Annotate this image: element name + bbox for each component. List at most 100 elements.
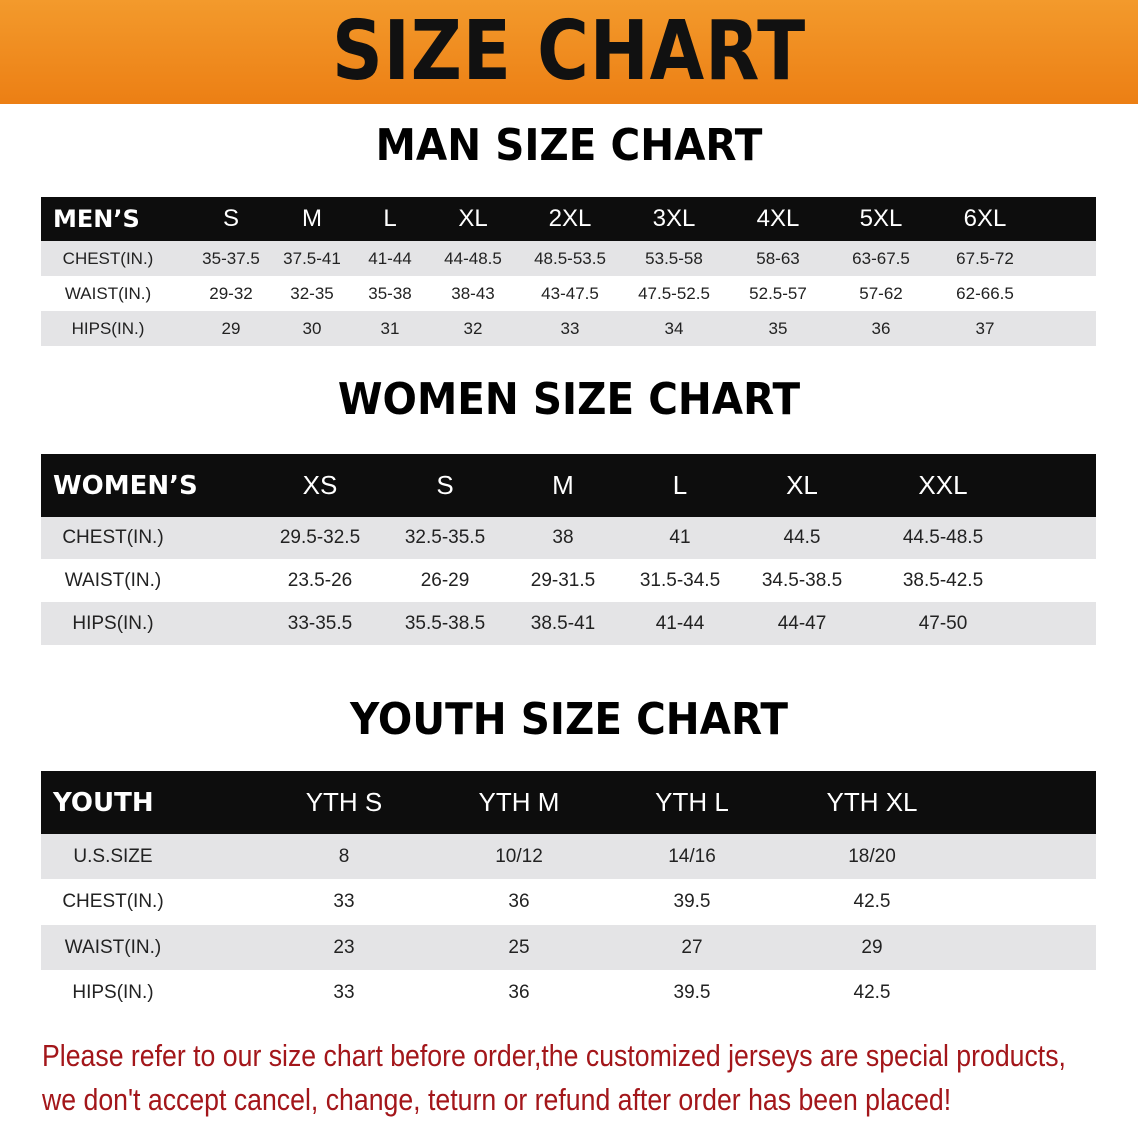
measurement-value: 53.5-58: [645, 248, 703, 268]
table-row: CHEST(IN.) 35-37.5 37.5-41 41-44 44-48.5 48.5…: [41, 241, 1096, 276]
notice-line-2: we don't accept cancel, change, teturn o…: [42, 1082, 952, 1117]
measurement-value: 34.5-38.5: [761, 569, 843, 591]
size-column-header: M: [302, 205, 322, 232]
measurement-value: 47-50: [918, 612, 968, 634]
measurement-label: HIPS(IN.): [71, 318, 145, 338]
women-section-title: WOMEN SIZE CHART: [337, 374, 801, 425]
measurement-value: 27: [681, 936, 703, 958]
measurement-value: 35-37.5: [202, 248, 260, 268]
women-header-row: WOMEN’S XS S M L XL XXL: [41, 454, 1096, 517]
measurement-value: 33: [560, 318, 580, 338]
measurement-value: 29: [221, 318, 241, 338]
size-column-header: L: [383, 205, 397, 232]
size-column-header: 5XL: [859, 205, 903, 232]
measurement-value: 33: [333, 981, 355, 1003]
measurement-value: 37: [975, 318, 995, 338]
measurement-value: 32: [463, 318, 483, 338]
size-column-header: S: [222, 205, 240, 232]
men-header-row: MEN’S S M L XL 2XL 3XL 4XL 5XL 6XL: [41, 197, 1096, 241]
measurement-label: HIPS(IN.): [72, 981, 154, 1003]
measurement-value: 57-62: [859, 283, 903, 303]
size-column-header: M: [552, 470, 574, 500]
banner: SIZE CHART: [0, 0, 1138, 104]
measurement-label: U.S.SIZE: [73, 845, 153, 867]
table-row: U.S.SIZE 8 10/12 14/16 18/20: [41, 834, 1096, 879]
notice-line-1: Please refer to our size chart before or…: [42, 1038, 1066, 1073]
measurement-value: 37.5-41: [283, 248, 341, 268]
measurement-value: 42.5: [853, 891, 891, 912]
size-column-header: XXL: [918, 470, 968, 500]
measurement-label: CHEST(IN.): [62, 248, 154, 268]
youth-section-title: YOUTH SIZE CHART: [350, 694, 788, 745]
size-column-header: 2XL: [548, 205, 592, 232]
measurement-label: CHEST(IN.): [62, 891, 164, 912]
table-row: CHEST(IN.) 33 36 39.5 42.5: [41, 879, 1096, 925]
measurement-value: 10/12: [495, 845, 543, 867]
size-column-header: YTH XL: [826, 787, 918, 817]
measurement-value: 31.5-34.5: [639, 569, 721, 591]
table-row: WAIST(IN.) 29-32 32-35 35-38 38-43 43-47.5 47.…: [41, 276, 1096, 311]
measurement-value: 36: [508, 981, 530, 1003]
measurement-label: HIPS(IN.): [72, 612, 154, 634]
banner-title: SIZE CHART: [331, 4, 807, 99]
measurement-value: 41: [669, 527, 691, 548]
measurement-value: 38: [552, 527, 574, 548]
measurement-value: 67.5-72: [956, 248, 1014, 268]
measurement-value: 48.5-53.5: [534, 248, 606, 268]
men-header-label: MEN’S: [53, 205, 140, 233]
table-row: WAIST(IN.) 23.5-26 26-29 29-31.5 31.5-34.5 34…: [41, 559, 1096, 602]
measurement-value: 29.5-32.5: [279, 527, 361, 548]
measurement-value: 44-47: [777, 612, 827, 634]
measurement-value: 39.5: [673, 891, 711, 912]
measurement-label: CHEST(IN.): [62, 527, 164, 548]
measurement-value: 35-38: [368, 283, 412, 303]
size-column-header: S: [436, 470, 454, 500]
measurement-value: 23: [333, 936, 355, 958]
measurement-value: 39.5: [673, 981, 711, 1003]
measurement-value: 26-29: [420, 569, 470, 591]
measurement-value: 44.5: [783, 527, 821, 548]
measurement-value: 41-44: [655, 612, 705, 634]
measurement-value: 52.5-57: [749, 283, 807, 303]
measurement-value: 58-63: [756, 248, 800, 268]
measurement-value: 29-32: [209, 283, 253, 303]
measurement-value: 63-67.5: [852, 248, 910, 268]
men-section-title: MAN SIZE CHART: [375, 120, 763, 171]
measurement-value: 29: [861, 936, 883, 958]
measurement-value: 33: [333, 891, 355, 912]
youth-header-label: YOUTH: [53, 787, 154, 818]
measurement-value: 36: [871, 318, 891, 338]
measurement-value: 18/20: [848, 845, 896, 867]
size-column-header: YTH S: [305, 787, 383, 817]
measurement-value: 29-31.5: [530, 569, 596, 591]
measurement-value: 38.5-42.5: [902, 569, 984, 591]
size-column-header: XL: [786, 470, 818, 500]
table-row: HIPS(IN.) 33-35.5 35.5-38.5 38.5-41 41-44 44-…: [41, 602, 1096, 645]
measurement-value: 41-44: [368, 248, 412, 268]
measurement-value: 34: [664, 318, 684, 338]
measurement-label: WAIST(IN.): [64, 569, 162, 591]
size-column-header: 4XL: [756, 205, 800, 232]
women-header-label: WOMEN’S: [53, 470, 198, 501]
measurement-value: 32-35: [290, 283, 334, 303]
measurement-label: WAIST(IN.): [64, 283, 152, 303]
measurement-value: 38.5-41: [530, 612, 596, 634]
size-column-header: XL: [458, 205, 488, 232]
measurement-value: 8: [338, 845, 350, 867]
measurement-value: 30: [302, 318, 322, 338]
measurement-value: 25: [508, 936, 530, 958]
table-row: HIPS(IN.) 33 36 39.5 42.5: [41, 970, 1096, 1015]
size-column-header: YTH M: [478, 787, 560, 817]
measurement-value: 14/16: [668, 845, 716, 867]
table-row: WAIST(IN.) 23 25 27 29: [41, 925, 1096, 970]
measurement-value: 32.5-35.5: [404, 527, 486, 548]
measurement-label: WAIST(IN.): [64, 936, 162, 958]
size-column-header: XS: [302, 470, 338, 500]
measurement-value: 23.5-26: [287, 569, 353, 591]
size-column-header: 3XL: [652, 205, 696, 232]
measurement-value: 33-35.5: [287, 612, 353, 634]
measurement-value: 47.5-52.5: [638, 283, 710, 303]
table-row: CHEST(IN.) 29.5-32.5 32.5-35.5 38 41 44.5 44.5…: [41, 517, 1096, 559]
measurement-value: 36: [508, 891, 530, 912]
measurement-value: 35: [768, 318, 788, 338]
